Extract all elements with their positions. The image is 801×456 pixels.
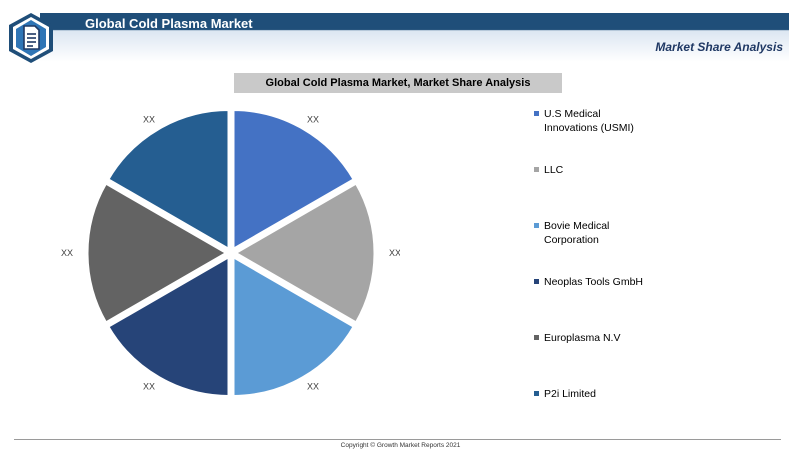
pie-slice-label: XX bbox=[61, 248, 73, 258]
pie-slice-label: XX bbox=[307, 115, 319, 125]
legend-swatch bbox=[534, 111, 539, 116]
legend-label: Europlasma N.V bbox=[544, 332, 621, 344]
page-title: Global Cold Plasma Market bbox=[85, 16, 253, 31]
pie-slice bbox=[231, 108, 357, 253]
legend-label: Bovie Medical Corporation bbox=[544, 220, 610, 246]
pie-slice bbox=[231, 180, 377, 326]
pie-slice bbox=[231, 253, 357, 398]
footer-divider bbox=[14, 439, 781, 440]
legend-swatch bbox=[534, 167, 539, 172]
legend-label: Neoplas Tools GmbH bbox=[544, 276, 644, 288]
pie-slice-label: XX bbox=[389, 248, 400, 258]
pie-slice-label: XX bbox=[143, 115, 155, 125]
legend-swatch bbox=[534, 279, 539, 284]
legend-swatch bbox=[534, 223, 539, 228]
copyright-text: Copyright © Growth Market Reports 2021 bbox=[340, 442, 461, 449]
legend-swatch bbox=[534, 335, 539, 340]
pie-slice-label: XX bbox=[143, 381, 155, 391]
chart-title: Global Cold Plasma Market, Market Share … bbox=[234, 73, 562, 93]
header-banner: Global Cold Plasma Market Market Share A… bbox=[40, 13, 789, 62]
page-subtitle: Market Share Analysis bbox=[655, 40, 783, 54]
pie-slice-label: XX bbox=[307, 381, 319, 391]
pie-slice bbox=[105, 253, 231, 398]
legend-label: P2i Limited bbox=[544, 388, 596, 400]
pie-chart: XX XX XX XX XX XX bbox=[61, 108, 400, 398]
legend-label: U.S Medical Innovations (USMI) bbox=[544, 108, 634, 134]
pie-slice bbox=[85, 180, 231, 326]
document-icon bbox=[9, 13, 53, 63]
pie-slice bbox=[105, 108, 231, 253]
legend-label: LLC bbox=[544, 164, 564, 176]
legend-swatch bbox=[534, 391, 539, 396]
